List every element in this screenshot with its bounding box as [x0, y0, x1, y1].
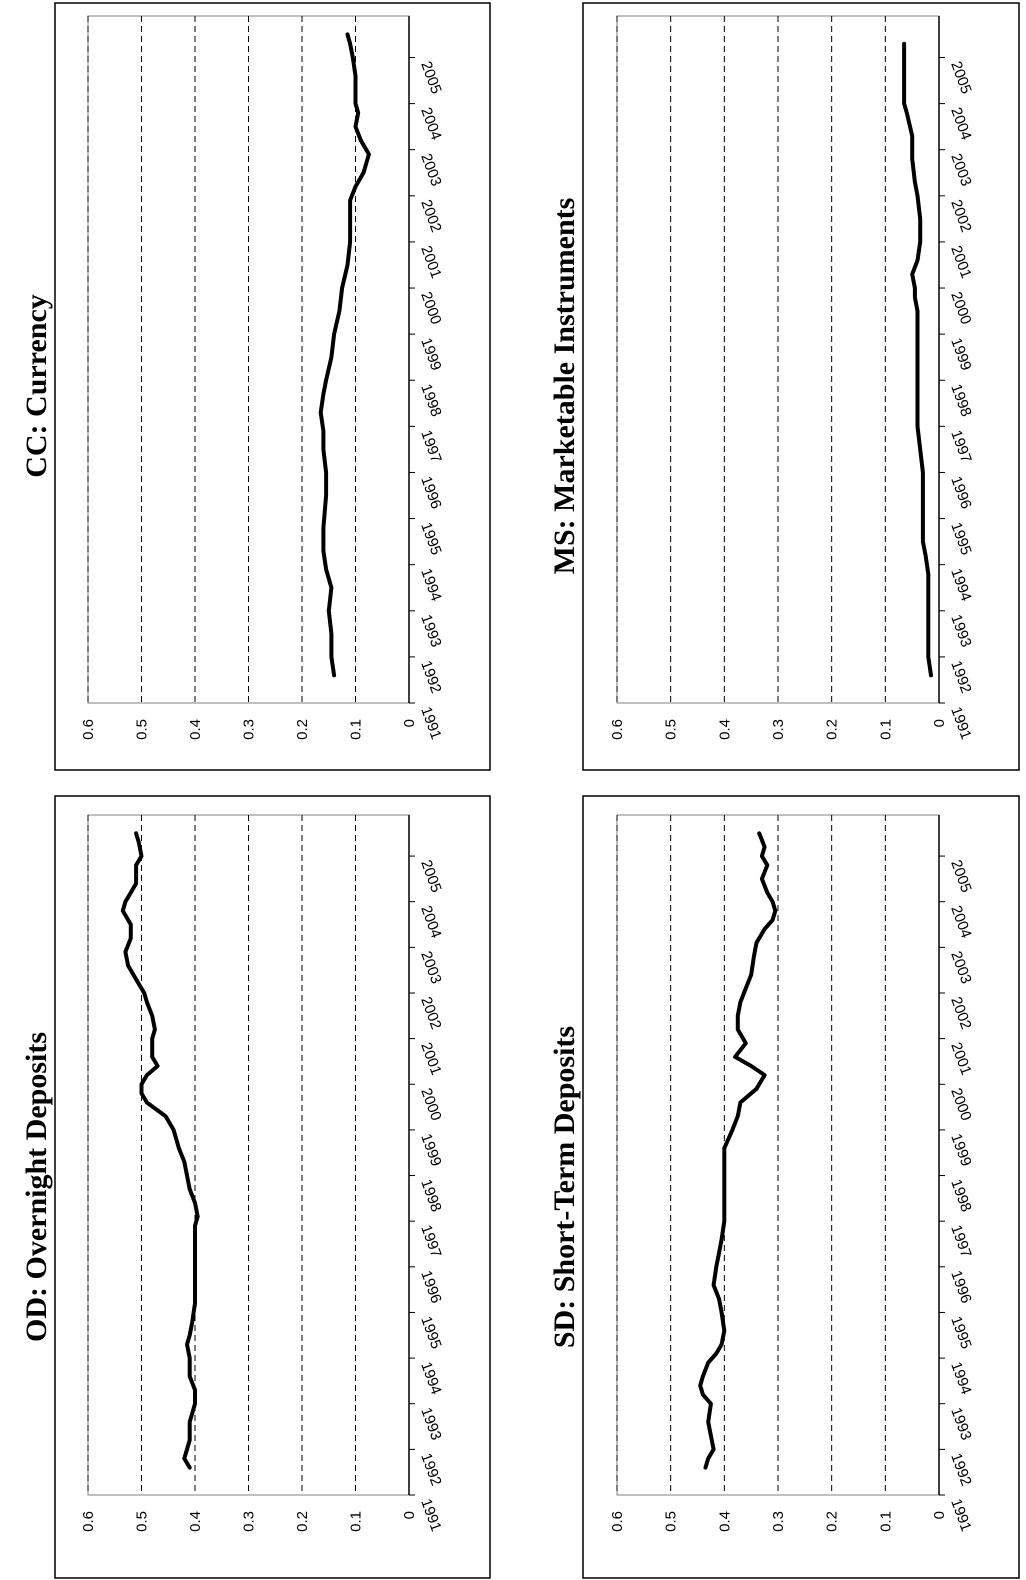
- y-tick-label: 0: [401, 1511, 418, 1519]
- series-line-od: [120, 831, 200, 1470]
- y-tick-label: 0.5: [663, 1511, 680, 1532]
- y-tick-label: 0.4: [187, 1511, 204, 1532]
- y-tick-label: 0: [931, 719, 948, 727]
- y-tick-label: 0.3: [241, 1511, 258, 1532]
- y-tick-label: 0.5: [134, 719, 151, 740]
- y-tick-label: 0.2: [294, 719, 311, 740]
- y-tick-label: 0.4: [716, 1511, 733, 1532]
- series-line-cc: [318, 32, 371, 678]
- panel-sd: 00.10.20.30.40.50.6 199119921993199419951…: [548, 795, 1020, 1579]
- y-tick-label: 0.6: [80, 1511, 97, 1532]
- y-tick-label: 0: [931, 1511, 948, 1519]
- y-tick-label: 0.3: [770, 1511, 787, 1532]
- y-tick-label: 0.3: [770, 719, 787, 740]
- panel-frame: [54, 795, 491, 1579]
- y-tick-label: 0.3: [241, 719, 258, 740]
- panel-frame: [582, 795, 1020, 1579]
- panel-title-sd: SD: Short-Term Deposits: [548, 1026, 581, 1348]
- panel-frame: [582, 2, 1020, 771]
- panel-title-cc: CC: Currency: [20, 294, 53, 478]
- y-tick-label: 0.2: [824, 1511, 841, 1532]
- y-tick-label: 0.1: [348, 719, 365, 740]
- y-tick-label: 0.1: [877, 719, 894, 740]
- panel-title-od: OD: Overnight Deposits: [20, 1032, 53, 1342]
- panel-title-ms: MS: Marketable Instruments: [548, 198, 581, 575]
- panel-cc: 00.10.20.30.40.50.6 199119921993199419951…: [20, 2, 491, 771]
- series-line-sd: [698, 831, 778, 1470]
- panel-ms: 00.10.20.30.40.50.6 199119921993199419951…: [548, 2, 1020, 771]
- y-tick-label: 0.5: [663, 719, 680, 740]
- y-tick-label: 0: [401, 719, 418, 727]
- y-tick-label: 0.2: [294, 1511, 311, 1532]
- y-tick-label: 0.5: [134, 1511, 151, 1532]
- series-line-ms: [902, 41, 933, 678]
- y-tick-label: 0.6: [609, 1511, 626, 1532]
- y-tick-label: 0.6: [609, 719, 626, 740]
- y-tick-label: 0.2: [824, 719, 841, 740]
- y-tick-label: 0.1: [348, 1511, 365, 1532]
- y-tick-label: 0.4: [716, 719, 733, 740]
- y-tick-label: 0.4: [187, 719, 204, 740]
- y-tick-label: 0.6: [80, 719, 97, 740]
- y-tick-label: 0.1: [877, 1511, 894, 1532]
- panel-od: 00.10.20.30.40.50.6 199119921993199419951…: [20, 795, 491, 1579]
- panel-frame: [54, 2, 491, 771]
